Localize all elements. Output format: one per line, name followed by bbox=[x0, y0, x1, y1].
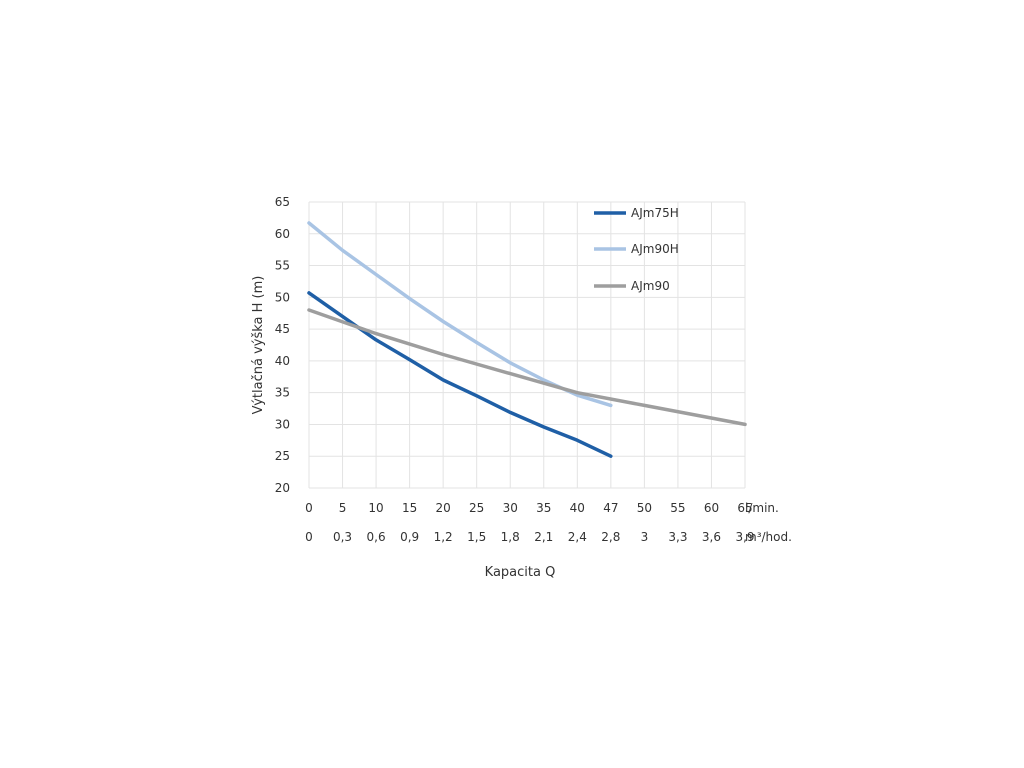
x-tick-label-m3h: 3,6 bbox=[702, 530, 721, 544]
x-tick-label-m3h: 3,9 bbox=[735, 530, 754, 544]
y-tick-label: 20 bbox=[275, 481, 290, 495]
x-tick-label-lmin: 0 bbox=[305, 501, 313, 515]
x-tick-label-lmin: 20 bbox=[436, 501, 451, 515]
x-axis-ticks-m3h: 0 0,3 0,6 0,9 1,2 1,5 1,8 2,1 2,4 2,8 3 3,3 3,6 3,9 bbox=[305, 530, 754, 544]
x-tick-label-m3h: 2,8 bbox=[601, 530, 620, 544]
y-tick-label: 60 bbox=[275, 227, 290, 241]
x-tick-label-m3h: 3 bbox=[641, 530, 649, 544]
x-tick-label-lmin: 30 bbox=[503, 501, 518, 515]
x-tick-label-lmin: 55 bbox=[670, 501, 685, 515]
y-tick-label: 45 bbox=[275, 322, 290, 336]
x-tick-label-lmin: 25 bbox=[469, 501, 484, 515]
series-line-ajm90 bbox=[307, 308, 747, 427]
y-tick-label: 40 bbox=[275, 354, 290, 368]
x-tick-label-m3h: 0 bbox=[305, 530, 313, 544]
x-tick-label-m3h: 3,3 bbox=[668, 530, 687, 544]
y-tick-label: 55 bbox=[275, 259, 290, 273]
x-tick-label-lmin: 5 bbox=[339, 501, 347, 515]
x-tick-label-lmin: 35 bbox=[536, 501, 551, 515]
x-unit-m3h: m³/hod. bbox=[745, 530, 792, 544]
x-tick-label-lmin: 10 bbox=[368, 501, 383, 515]
x-unit-lmin: l/min. bbox=[745, 501, 779, 515]
x-tick-label-m3h: 1,5 bbox=[467, 530, 486, 544]
y-axis-title: Výtlačná výška H (m) bbox=[251, 276, 266, 415]
legend: AJm75H AJm90H AJm90 bbox=[594, 206, 679, 293]
x-tick-label-m3h: 2,4 bbox=[568, 530, 587, 544]
y-tick-label: 35 bbox=[275, 386, 290, 400]
x-tick-label-lmin: 65 bbox=[737, 501, 752, 515]
x-tick-label-lmin: 15 bbox=[402, 501, 417, 515]
x-axis-title: Kapacita Q bbox=[485, 565, 556, 580]
y-axis-ticks: 20 25 30 35 40 45 50 55 60 65 bbox=[275, 195, 290, 495]
x-tick-label-lmin: 50 bbox=[637, 501, 652, 515]
x-tick-label-m3h: 0,9 bbox=[400, 530, 419, 544]
x-tick-label-lmin: 40 bbox=[570, 501, 585, 515]
x-tick-label-m3h: 1,8 bbox=[501, 530, 520, 544]
legend-label: AJm75H bbox=[631, 206, 679, 220]
legend-label: AJm90 bbox=[631, 279, 670, 293]
x-tick-label-m3h: 0,6 bbox=[367, 530, 386, 544]
x-tick-label-lmin: 47 bbox=[603, 501, 618, 515]
y-tick-label: 50 bbox=[275, 290, 290, 304]
grid bbox=[308, 201, 746, 489]
series-line-ajm90h bbox=[307, 221, 613, 408]
x-tick-label-m3h: 2,1 bbox=[534, 530, 553, 544]
x-tick-label-m3h: 0,3 bbox=[333, 530, 352, 544]
y-tick-label: 65 bbox=[275, 195, 290, 209]
x-tick-label-lmin: 60 bbox=[704, 501, 719, 515]
y-tick-label: 25 bbox=[275, 449, 290, 463]
series-lines bbox=[307, 221, 747, 458]
x-tick-label-m3h: 1,2 bbox=[434, 530, 453, 544]
series-line-ajm75h bbox=[307, 291, 613, 458]
x-axis-ticks-lmin: 0 5 10 15 20 25 30 35 40 47 50 55 60 65 bbox=[305, 501, 752, 515]
legend-label: AJm90H bbox=[631, 242, 679, 256]
y-tick-label: 30 bbox=[275, 417, 290, 431]
